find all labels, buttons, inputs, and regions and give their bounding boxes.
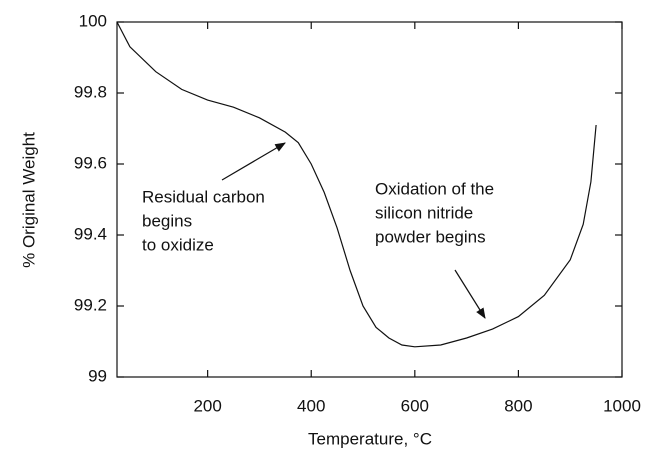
x-axis-label: Temperature, °C: [308, 429, 432, 448]
annotation-text: powder begins: [375, 227, 486, 246]
y-tick-label: 99.2: [74, 295, 107, 314]
annotation-text: Residual carbon: [142, 187, 265, 206]
x-tick-label: 600: [401, 396, 429, 415]
annotation-text: to oxidize: [142, 235, 214, 254]
y-tick-label: 99.6: [74, 153, 107, 172]
annotation-arrow: [454, 269, 486, 319]
x-tick-label: 1000: [603, 396, 641, 415]
y-tick-label: 99.4: [74, 224, 107, 243]
x-tick-label: 400: [297, 396, 325, 415]
plot-frame: [116, 21, 623, 378]
y-tick-label: 100: [79, 11, 107, 30]
y-tick-label: 99: [88, 366, 107, 385]
annotation-text: begins: [142, 211, 192, 230]
x-tick-label: 200: [193, 396, 221, 415]
data-line: [116, 21, 597, 348]
x-tick-label: 800: [504, 396, 532, 415]
y-axis-label: % Original Weight: [19, 132, 38, 268]
annotation-arrow: [221, 142, 286, 181]
annotation-text: Oxidation of the: [375, 179, 494, 198]
y-tick-label: 99.8: [74, 82, 107, 101]
annotation-text: silicon nitride: [375, 203, 473, 222]
